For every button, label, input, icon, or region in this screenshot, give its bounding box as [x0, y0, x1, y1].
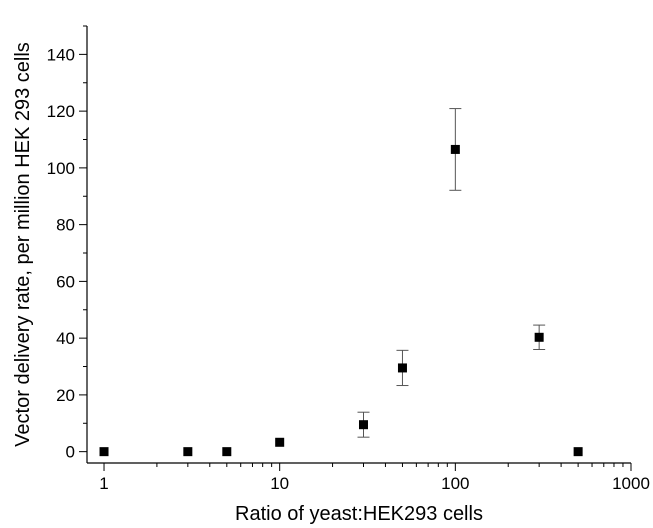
data-points — [99, 108, 583, 457]
data-point — [450, 144, 460, 154]
data-point — [358, 420, 368, 430]
y-axis-title: Vector delivery rate, per million HEK 29… — [12, 42, 34, 447]
axes — [86, 26, 631, 464]
y-ticks: 0 20 40 60 80 100 120 140 — [47, 25, 87, 462]
data-point — [397, 363, 407, 373]
x-tick-label: 100 — [441, 474, 469, 493]
y-tick-label: 100 — [47, 159, 75, 178]
data-point — [534, 332, 544, 342]
x-ticks: 1 10 100 1000 — [99, 463, 650, 493]
y-tick-label: 140 — [47, 45, 75, 64]
y-tick-label: 60 — [56, 272, 75, 291]
y-tick-label: 40 — [56, 329, 75, 348]
x-tick-label: 1000 — [612, 474, 650, 493]
data-point — [222, 447, 232, 457]
data-point — [573, 447, 583, 457]
y-tick-label: 80 — [56, 216, 75, 235]
y-tick-label: 120 — [47, 102, 75, 121]
y-tick-label: 0 — [66, 443, 75, 462]
x-tick-label: 10 — [270, 474, 289, 493]
data-point — [99, 447, 109, 457]
data-point — [275, 437, 285, 447]
x-tick-label: 1 — [99, 474, 108, 493]
y-tick-label: 20 — [56, 386, 75, 405]
x-axis-title: Ratio of yeast:HEK293 cells — [235, 503, 483, 525]
data-point — [183, 447, 193, 457]
